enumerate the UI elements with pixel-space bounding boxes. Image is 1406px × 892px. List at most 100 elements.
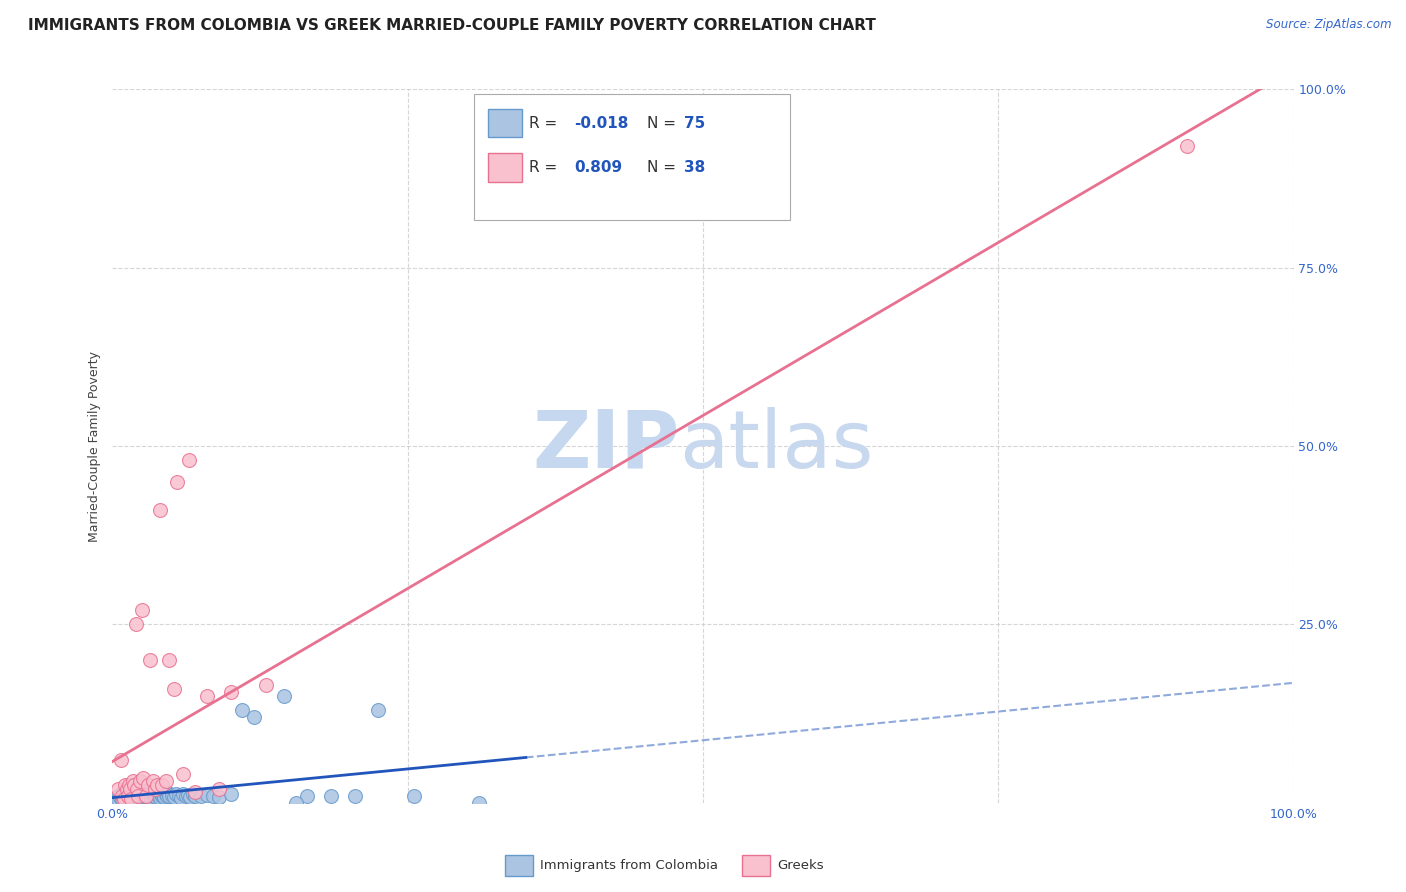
Point <box>231 703 253 717</box>
Point <box>166 475 188 489</box>
Point <box>167 789 190 803</box>
Point <box>121 787 143 801</box>
Point <box>160 788 183 802</box>
Point <box>115 790 138 805</box>
Point <box>172 767 194 781</box>
Point <box>284 796 307 810</box>
Text: N =: N = <box>647 161 681 175</box>
Point <box>172 787 194 801</box>
Text: 38: 38 <box>683 161 706 175</box>
Point <box>120 787 142 801</box>
Point <box>121 774 143 789</box>
Point <box>107 789 129 803</box>
Point <box>107 792 129 806</box>
Text: Immigrants from Colombia: Immigrants from Colombia <box>540 859 718 871</box>
Point <box>297 789 319 803</box>
Point <box>110 753 132 767</box>
Point <box>156 789 179 803</box>
Point <box>149 787 172 801</box>
Point <box>146 778 169 792</box>
Text: R =: R = <box>529 116 562 130</box>
Point <box>134 788 156 802</box>
Point <box>163 681 186 696</box>
Text: IMMIGRANTS FROM COLOMBIA VS GREEK MARRIED-COUPLE FAMILY POVERTY CORRELATION CHAR: IMMIGRANTS FROM COLOMBIA VS GREEK MARRIE… <box>28 18 876 33</box>
Point <box>208 781 231 796</box>
Text: Greeks: Greeks <box>778 859 824 871</box>
Point <box>155 774 177 789</box>
Point <box>150 789 173 804</box>
Point <box>156 786 179 800</box>
Point <box>190 789 212 804</box>
Text: N =: N = <box>647 116 681 130</box>
Point <box>155 787 177 801</box>
Point <box>243 710 266 724</box>
Point <box>208 790 231 805</box>
Point <box>343 789 366 803</box>
Point <box>1175 139 1198 153</box>
Point <box>125 789 148 804</box>
Point <box>142 774 165 789</box>
Point <box>138 787 160 801</box>
Point <box>402 789 425 803</box>
Point <box>201 789 224 803</box>
Point <box>115 789 138 803</box>
Point <box>148 789 170 803</box>
Point <box>117 786 139 800</box>
Point <box>153 790 176 805</box>
Point <box>112 792 135 806</box>
Point <box>177 788 200 802</box>
Point <box>219 787 242 801</box>
Text: ZIP: ZIP <box>531 407 679 485</box>
Point <box>135 787 157 801</box>
Point <box>136 790 159 805</box>
Point <box>120 792 142 806</box>
Point <box>143 781 166 796</box>
Point <box>124 788 146 802</box>
Point <box>114 787 136 801</box>
Point <box>128 790 150 805</box>
Text: 0.809: 0.809 <box>574 161 623 175</box>
Point <box>181 787 204 801</box>
Point <box>127 789 149 803</box>
Point <box>117 789 139 803</box>
Point <box>118 778 141 792</box>
Point <box>111 791 134 805</box>
Point <box>195 788 218 802</box>
Point <box>165 787 187 801</box>
Point <box>132 789 155 803</box>
Point <box>110 787 132 801</box>
Point <box>319 789 342 803</box>
Point <box>108 790 131 805</box>
Point <box>117 789 139 804</box>
Point <box>139 789 162 803</box>
Point <box>120 790 142 805</box>
Point <box>132 771 155 785</box>
Point <box>107 781 129 796</box>
Point <box>120 781 142 796</box>
Point <box>118 791 141 805</box>
Point <box>146 787 169 801</box>
Point <box>273 689 295 703</box>
Point <box>184 785 207 799</box>
Point <box>122 790 145 805</box>
Point <box>195 689 218 703</box>
Point <box>149 503 172 517</box>
Point <box>111 789 134 803</box>
Point <box>128 774 150 789</box>
Point <box>174 789 197 804</box>
Text: Source: ZipAtlas.com: Source: ZipAtlas.com <box>1267 18 1392 31</box>
Point <box>150 778 173 792</box>
Point <box>184 789 207 803</box>
Point <box>120 789 142 803</box>
Point <box>149 790 172 805</box>
Point <box>157 789 180 804</box>
Point <box>114 778 136 792</box>
Point <box>170 790 193 805</box>
Point <box>127 781 149 796</box>
Point <box>131 791 153 805</box>
Point <box>157 653 180 667</box>
Point <box>142 786 165 800</box>
Text: -0.018: -0.018 <box>574 116 628 130</box>
Y-axis label: Married-Couple Family Poverty: Married-Couple Family Poverty <box>87 351 101 541</box>
Point <box>136 778 159 792</box>
